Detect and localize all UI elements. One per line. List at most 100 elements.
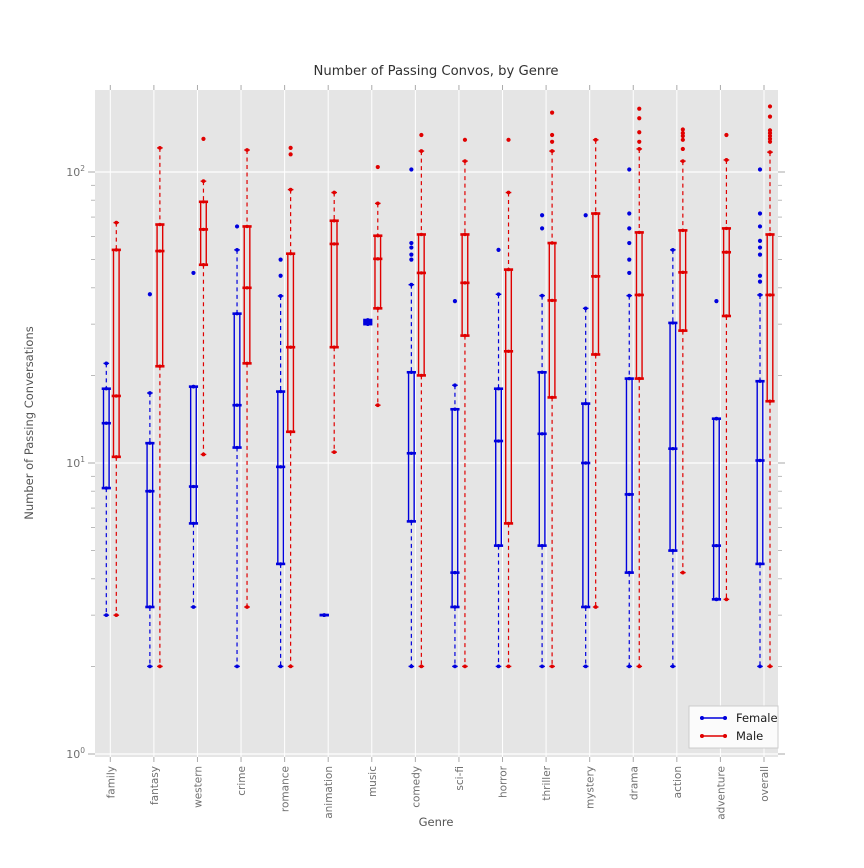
- upper-cap-marker: [463, 159, 467, 164]
- q3-bar-marker: [758, 379, 762, 383]
- q1-bar-marker: [583, 605, 588, 609]
- flier-point: [452, 299, 458, 304]
- upper-cap-marker: [245, 148, 249, 152]
- upper-cap-marker: [278, 294, 283, 298]
- median-bar-marker: [540, 432, 544, 436]
- lower-cap-marker: [278, 664, 283, 669]
- lower-cap-marker: [104, 613, 109, 618]
- flier-point: [767, 114, 773, 119]
- upper-cap-marker: [419, 149, 424, 153]
- median-bar-marker: [637, 293, 641, 297]
- upper-cap-marker: [453, 383, 457, 388]
- median-bar-marker: [583, 461, 588, 465]
- box-group-female-romance: [276, 257, 286, 669]
- q1-bar-marker: [288, 430, 293, 434]
- box-group-male-western: [198, 136, 209, 457]
- median-bar-marker: [409, 451, 414, 455]
- legend: Female Male: [688, 705, 779, 749]
- box-group-female-adventure: [711, 299, 722, 602]
- upper-cap-marker: [724, 158, 729, 162]
- box-group-female-action: [668, 247, 678, 669]
- legend-label-male: Male: [736, 729, 763, 743]
- lower-cap-marker: [453, 664, 457, 669]
- q1-bar-marker: [540, 543, 544, 548]
- q1-bar-marker: [463, 333, 467, 338]
- q3-bar-marker: [724, 226, 729, 231]
- median-bar-marker: [681, 270, 685, 275]
- upper-cap-marker: [375, 201, 380, 206]
- flier-point: [627, 167, 632, 172]
- median-bar-marker: [288, 345, 293, 349]
- median-bar-marker: [235, 403, 239, 407]
- x-tick-label: adventure: [715, 766, 727, 820]
- flier-point: [278, 257, 283, 262]
- q1-bar-marker: [671, 548, 675, 553]
- legend-item-male: Male: [700, 729, 763, 743]
- upper-cap-marker: [409, 282, 414, 287]
- q3-bar-marker: [627, 376, 631, 381]
- flier-point: [627, 226, 632, 231]
- upper-cap-marker: [637, 147, 642, 151]
- upper-cap-marker: [157, 146, 162, 150]
- flier-point: [627, 211, 632, 216]
- lower-cap-marker: [375, 403, 380, 408]
- box-group-female-overall: [755, 167, 765, 669]
- upper-cap-marker: [114, 220, 119, 225]
- upper-cap-marker: [496, 292, 501, 297]
- x-tick-label: action: [672, 766, 684, 798]
- median-bar-marker: [332, 242, 336, 246]
- flier-point: [767, 104, 773, 109]
- upper-cap-marker: [550, 149, 554, 153]
- lower-cap-marker: [627, 664, 632, 669]
- x-tick-label: fantasy: [149, 766, 161, 805]
- y-tick-label: 102: [66, 164, 85, 179]
- median-bar-marker: [419, 271, 424, 275]
- male-legend-marker: [700, 734, 704, 738]
- lower-cap-marker: [496, 664, 501, 669]
- female-legend-marker: [700, 716, 704, 720]
- median-bar-marker: [714, 543, 719, 548]
- q3-bar-marker: [409, 370, 414, 374]
- q1-bar-marker: [681, 328, 685, 333]
- flier-point: [637, 139, 642, 144]
- x-tick-label: romance: [280, 766, 292, 812]
- q1-bar-marker: [376, 306, 380, 311]
- q1-bar-marker: [506, 521, 511, 526]
- box-group-male-mystery: [591, 137, 601, 609]
- q3-bar-marker: [463, 232, 467, 237]
- box-group-male-action: [678, 127, 688, 575]
- lower-cap-marker: [670, 664, 675, 669]
- flier-point: [680, 137, 685, 142]
- legend-box: [688, 705, 779, 749]
- axis-ticks: [88, 85, 785, 762]
- x-tick-label: comedy: [410, 766, 422, 808]
- flier-point: [714, 299, 719, 304]
- q1-bar-marker: [724, 314, 729, 318]
- legend-label-female: Female: [736, 711, 778, 725]
- x-tick-label: animation: [323, 766, 335, 819]
- q3-bar-marker: [671, 321, 675, 325]
- flier-point: [757, 252, 763, 257]
- q3-bar-marker: [637, 230, 641, 235]
- q1-bar-marker: [278, 562, 283, 566]
- median-bar-marker: [104, 421, 109, 425]
- upper-cap-marker: [758, 293, 762, 297]
- q3-bar-marker: [288, 251, 293, 256]
- flier-point: [627, 257, 632, 262]
- median-bar-marker: [453, 570, 457, 575]
- median-bar-marker: [191, 484, 196, 489]
- lower-cap-marker: [332, 450, 337, 455]
- box-series: [101, 104, 775, 669]
- y-tick-label: 100: [66, 746, 85, 761]
- flier-point: [724, 132, 729, 138]
- q1-bar-marker: [758, 562, 762, 566]
- box-group-female-fantasy: [145, 292, 155, 669]
- upper-cap-marker: [201, 179, 206, 184]
- box-group-male-family: [111, 220, 121, 618]
- box-group-female-western: [188, 270, 199, 609]
- y-tick-label: 101: [66, 455, 85, 470]
- flier-point: [147, 292, 152, 297]
- q1-bar-marker: [332, 345, 336, 349]
- box-group-male-crime: [242, 148, 252, 609]
- lower-cap-marker: [463, 664, 467, 669]
